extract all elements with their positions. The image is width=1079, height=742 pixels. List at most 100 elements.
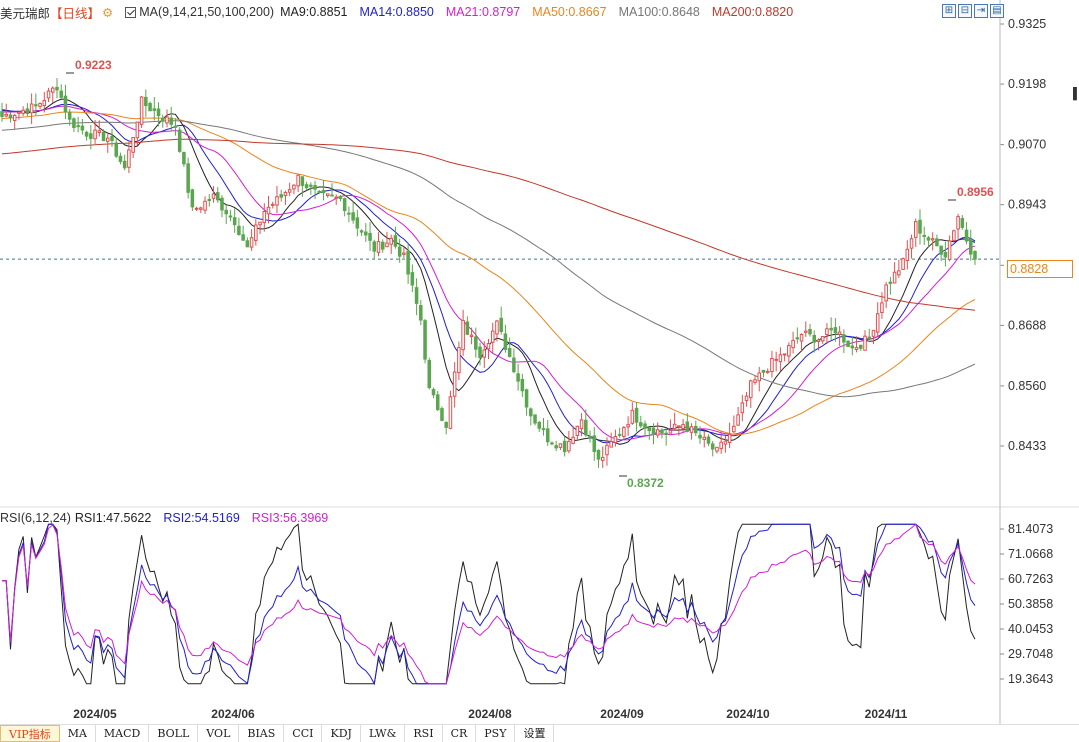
recent-high-annotation: 0.8956 (957, 185, 994, 199)
candle-body (148, 102, 152, 112)
price-tick-label: 0.9198 (1008, 77, 1046, 91)
candle-body (795, 337, 800, 340)
candle-body (529, 408, 533, 417)
candle-body (355, 217, 360, 229)
candle-body (156, 108, 161, 117)
candle-body (63, 95, 68, 113)
candle-body (829, 327, 833, 331)
candle-body (588, 436, 592, 439)
ma-line-100 (1, 120, 976, 398)
zoom-out-icon[interactable]: ⊟ (958, 4, 972, 18)
candle-body (672, 423, 677, 430)
tab-7[interactable]: KDJ (322, 725, 361, 742)
tab-4[interactable]: VOL (198, 725, 240, 742)
candle-body (270, 203, 275, 206)
candle-body (423, 320, 427, 360)
candle-body (444, 421, 448, 428)
tab-12[interactable]: 设置 (515, 725, 555, 742)
tab-11[interactable]: PSY (476, 725, 516, 742)
current-price-label: 0.8828 (1007, 260, 1073, 278)
candle-body (880, 302, 884, 313)
candle-body (909, 238, 914, 249)
zoom-in-icon[interactable]: ⊞ (942, 4, 956, 18)
candle-body (765, 370, 770, 373)
candle-body (600, 456, 605, 461)
candle-body (97, 130, 102, 133)
candle-body (131, 136, 135, 153)
candle-body (241, 234, 245, 241)
candle-body (224, 209, 228, 215)
candle-body (262, 211, 267, 224)
chart-toolbar: ⊞ ⊟ ⇥ ▤ (942, 4, 1004, 18)
candle-body (482, 349, 487, 358)
candle-body (351, 212, 355, 221)
candle-body (93, 129, 97, 140)
candle-body (537, 421, 542, 429)
ma-indicator-label[interactable]: MA(9,14,21,50,100,200) (125, 5, 274, 19)
candle-body (884, 284, 888, 302)
tab-5[interactable]: BIAS (239, 725, 285, 742)
tab-1[interactable]: MA (60, 725, 96, 742)
candle-body (118, 155, 123, 162)
candle-body (753, 379, 757, 383)
candle-body (177, 129, 182, 152)
grid-icon[interactable]: ▤ (990, 4, 1004, 18)
candle-body (520, 378, 525, 392)
candle-body (905, 248, 910, 262)
candle-body (0, 111, 4, 117)
ma-value-0: MA9:0.8851 (280, 5, 348, 19)
tab-6[interactable]: CCI (284, 725, 323, 742)
candle-body (186, 163, 190, 193)
tab-3[interactable]: BOLL (149, 725, 199, 742)
tab-8[interactable]: LW& (361, 725, 406, 742)
candle-body (431, 389, 436, 396)
candle-body (309, 184, 313, 187)
tab-10[interactable]: CR (443, 725, 477, 742)
candle-body (101, 131, 106, 142)
candle-body (55, 86, 59, 91)
rsi-tick-label: 71.0668 (1008, 547, 1053, 561)
ma-value-3: MA50:0.8667 (532, 5, 607, 19)
gear-icon[interactable]: ⚙ (102, 5, 114, 20)
candle-body (364, 231, 368, 236)
candle-body (930, 238, 935, 241)
candle-body (820, 336, 825, 342)
candle-body (50, 87, 55, 93)
rsi-indicator-label[interactable]: RSI(6,12,24) (0, 511, 71, 525)
price-annotations: 0.9223 0.8372 0.8956 (66, 58, 994, 490)
candlestick-series (0, 78, 977, 468)
candle-body (545, 428, 550, 443)
candle-body (660, 429, 664, 434)
candle-body (799, 333, 804, 342)
candle-body (973, 250, 977, 260)
candle-body (279, 194, 283, 198)
candle-body (791, 339, 795, 349)
tab-9[interactable]: RSI (405, 725, 443, 742)
candle-body (516, 373, 520, 382)
candle-body (875, 313, 880, 333)
candle-body (668, 429, 673, 434)
candle-body (80, 125, 85, 131)
candle-body (698, 434, 702, 439)
grid (0, 258, 1079, 508)
scroll-end-icon[interactable]: ⇥ (974, 4, 988, 18)
candle-body (719, 441, 723, 450)
ma-value-5: MA200:0.8820 (711, 5, 794, 19)
period-label[interactable]: 【日线】 (50, 6, 101, 21)
tab-0[interactable]: VIP指标 (0, 725, 60, 742)
candle-body (584, 419, 588, 436)
candle-body (495, 320, 499, 335)
candle-body (694, 425, 698, 434)
candle-body (300, 176, 305, 186)
candle-body (770, 358, 774, 373)
date-tick-label: 2024/10 (726, 707, 770, 721)
checkbox-icon[interactable] (125, 7, 137, 19)
tab-2[interactable]: MACD (96, 725, 150, 742)
candle-body (42, 100, 47, 107)
candle-body (558, 443, 563, 448)
candle-body (816, 339, 821, 342)
candle-body (901, 258, 905, 270)
candle-body (804, 330, 808, 333)
candle-body (689, 426, 694, 433)
